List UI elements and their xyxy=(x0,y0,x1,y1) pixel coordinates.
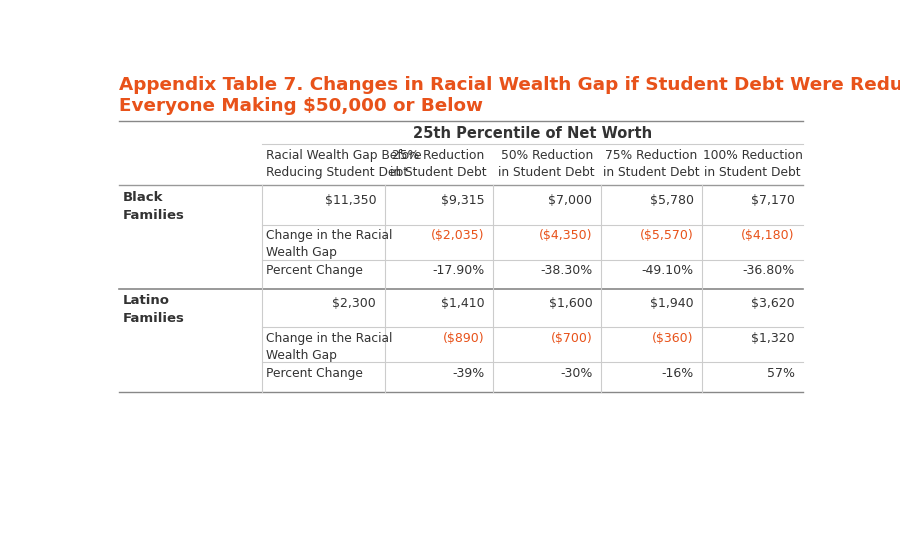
Text: Change in the Racial
Wealth Gap: Change in the Racial Wealth Gap xyxy=(266,331,392,361)
Text: $1,940: $1,940 xyxy=(650,297,694,310)
Text: -39%: -39% xyxy=(452,367,484,380)
Text: 25% Reduction
in Student Debt: 25% Reduction in Student Debt xyxy=(391,149,487,179)
Text: Percent Change: Percent Change xyxy=(266,264,363,277)
Text: 57%: 57% xyxy=(767,367,795,380)
Text: -16%: -16% xyxy=(662,367,694,380)
Text: ($890): ($890) xyxy=(443,331,484,345)
Text: Percent Change: Percent Change xyxy=(266,367,363,380)
Text: -38.30%: -38.30% xyxy=(540,264,592,277)
Text: 75% Reduction
in Student Debt: 75% Reduction in Student Debt xyxy=(603,149,699,179)
Text: Everyone Making $50,000 or Below: Everyone Making $50,000 or Below xyxy=(120,97,483,115)
Text: $5,780: $5,780 xyxy=(650,194,694,207)
Text: Latino
Families: Latino Families xyxy=(123,294,184,325)
Text: ($4,180): ($4,180) xyxy=(742,229,795,242)
Text: $3,620: $3,620 xyxy=(751,297,795,310)
Text: $1,410: $1,410 xyxy=(441,297,484,310)
Text: -17.90%: -17.90% xyxy=(432,264,484,277)
Text: ($5,570): ($5,570) xyxy=(640,229,694,242)
Text: $9,315: $9,315 xyxy=(441,194,484,207)
Text: Change in the Racial
Wealth Gap: Change in the Racial Wealth Gap xyxy=(266,229,392,259)
Text: 25th Percentile of Net Worth: 25th Percentile of Net Worth xyxy=(413,125,652,140)
Text: $7,000: $7,000 xyxy=(548,194,592,207)
Text: $11,350: $11,350 xyxy=(325,194,376,207)
Text: Black
Families: Black Families xyxy=(123,190,184,221)
Text: $2,300: $2,300 xyxy=(332,297,376,310)
Text: $1,320: $1,320 xyxy=(751,331,795,345)
Text: Appendix Table 7. Changes in Racial Wealth Gap if Student Debt Were Reduced for: Appendix Table 7. Changes in Racial Weal… xyxy=(120,76,900,94)
Text: ($4,350): ($4,350) xyxy=(539,229,592,242)
Text: -36.80%: -36.80% xyxy=(742,264,795,277)
Text: -49.10%: -49.10% xyxy=(642,264,694,277)
Text: 50% Reduction
in Student Debt: 50% Reduction in Student Debt xyxy=(499,149,595,179)
Text: ($700): ($700) xyxy=(551,331,592,345)
Text: -30%: -30% xyxy=(560,367,592,380)
Text: ($360): ($360) xyxy=(652,331,694,345)
Text: ($2,035): ($2,035) xyxy=(431,229,484,242)
Text: Racial Wealth Gap Before
Reducing Student Debt: Racial Wealth Gap Before Reducing Studen… xyxy=(266,149,421,179)
Text: $7,170: $7,170 xyxy=(751,194,795,207)
Text: $1,600: $1,600 xyxy=(549,297,592,310)
Text: 100% Reduction
in Student Debt: 100% Reduction in Student Debt xyxy=(703,149,803,179)
